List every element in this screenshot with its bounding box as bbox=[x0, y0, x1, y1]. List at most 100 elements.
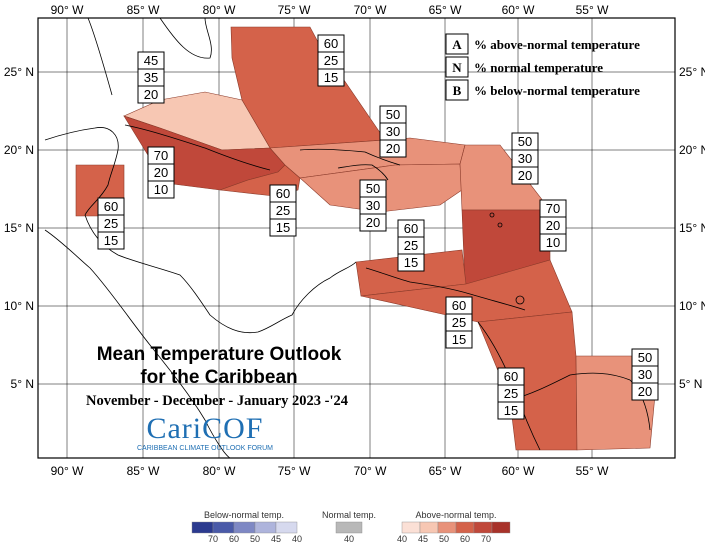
lon-label: 90° W bbox=[51, 3, 84, 17]
prob-cell bbox=[445, 330, 473, 349]
prob-value: 30 bbox=[638, 367, 652, 382]
colorbar-swatch bbox=[419, 521, 439, 534]
colorbar-swatch bbox=[233, 521, 256, 534]
logo-tagline: CARIBBEAN CLIMATE OUTLOOK FORUM bbox=[137, 445, 273, 452]
lon-label: 75° W bbox=[278, 464, 311, 478]
probability-box-yucatan-belize: 60 25 15 bbox=[97, 197, 125, 250]
prob-value: 25 bbox=[504, 386, 518, 401]
colorbar-tick: 45 bbox=[418, 534, 428, 542]
prob-value: 25 bbox=[276, 203, 290, 218]
prob-value: 70 bbox=[154, 148, 168, 163]
prob-value: 25 bbox=[324, 53, 338, 68]
colorbar-below: Below-normal temp. 70 60 50 45 40 bbox=[191, 510, 302, 542]
probability-box-hispaniola-north: 50 30 20 bbox=[379, 105, 407, 158]
lon-label: 60° W bbox=[502, 464, 535, 478]
colorbar-swatch bbox=[455, 521, 475, 534]
prob-value: 30 bbox=[386, 124, 400, 139]
title-line1: Mean Temperature Outlook bbox=[97, 344, 342, 365]
prob-value: 20 bbox=[366, 215, 380, 230]
prob-value: 60 bbox=[104, 199, 118, 214]
colorbar-swatch bbox=[401, 521, 421, 534]
prob-value: 10 bbox=[154, 182, 168, 197]
colorbar-title: Below-normal temp. bbox=[204, 510, 284, 520]
prob-value: 25 bbox=[104, 216, 118, 231]
probability-boxes: 60 25 15 45 35 20 70 20 10 60 25 15 60 25 15 50 30 20 50 30… bbox=[97, 34, 659, 420]
key-letter-box bbox=[445, 56, 469, 78]
probability-box-trinidad-venezuela: 60 25 15 bbox=[445, 296, 473, 349]
prob-value: 60 bbox=[404, 221, 418, 236]
lon-label: 70° W bbox=[354, 3, 387, 17]
prob-cell bbox=[379, 139, 407, 158]
probability-box-hispaniola-south: 50 30 20 bbox=[359, 179, 387, 232]
lat-label: 25° N bbox=[4, 65, 34, 79]
prob-cell bbox=[137, 85, 165, 104]
colorbar-title: Normal temp. bbox=[322, 510, 376, 520]
prob-value: 20 bbox=[546, 218, 560, 233]
probability-box-cuba-jamaica: 70 20 10 bbox=[147, 146, 175, 199]
probability-box-guyana: 60 25 15 bbox=[497, 367, 525, 420]
key-letter-box bbox=[445, 33, 469, 55]
colorbar-above: Above-normal temp. 40 45 50 60 70 bbox=[397, 510, 511, 542]
colorbar-tick: 60 bbox=[229, 534, 239, 542]
prob-cell bbox=[359, 213, 387, 232]
prob-cell bbox=[397, 253, 425, 272]
prob-cell bbox=[317, 68, 345, 87]
lat-label: 20° N bbox=[679, 143, 705, 157]
lon-label: 85° W bbox=[127, 3, 160, 17]
prob-cell bbox=[497, 401, 525, 420]
lon-label: 80° W bbox=[203, 464, 236, 478]
colorbar-tick: 70 bbox=[481, 534, 491, 542]
prob-value: 25 bbox=[452, 315, 466, 330]
colorbar-normal: Normal temp. 40 bbox=[322, 510, 376, 542]
lat-labels-left: 25° N 20° N 15° N 10° N 5° N bbox=[4, 65, 34, 391]
probability-box-cuba-west: 45 35 20 bbox=[137, 51, 165, 104]
lat-labels-right: 25° N 20° N 15° N 10° N 5° N bbox=[679, 65, 705, 391]
lon-label: 65° W bbox=[429, 464, 462, 478]
caricof-logo: CariCOF CARIBBEAN CLIMATE OUTLOOK FORUM bbox=[137, 412, 273, 452]
prob-cell bbox=[511, 166, 539, 185]
colorbar-tick: 45 bbox=[271, 534, 281, 542]
prob-cell bbox=[631, 382, 659, 401]
prob-value: 60 bbox=[452, 298, 466, 313]
prob-value: 50 bbox=[518, 134, 532, 149]
lat-label: 5° N bbox=[679, 377, 702, 391]
probability-box-leeward-islands: 50 30 20 bbox=[511, 132, 539, 185]
prob-cell bbox=[147, 180, 175, 199]
prob-value: 20 bbox=[144, 87, 158, 102]
lat-label: 10° N bbox=[679, 299, 705, 313]
key-description: % above-normal temperature bbox=[474, 37, 640, 52]
colorbar-swatch bbox=[437, 521, 457, 534]
lat-label: 5° N bbox=[11, 377, 34, 391]
lon-label: 90° W bbox=[51, 464, 84, 478]
key-letter: A bbox=[452, 37, 462, 52]
prob-value: 15 bbox=[404, 255, 418, 270]
colorbar-tick: 70 bbox=[208, 534, 218, 542]
prob-value: 20 bbox=[518, 168, 532, 183]
prob-value: 30 bbox=[518, 151, 532, 166]
colorbar-tick: 50 bbox=[250, 534, 260, 542]
key-letter-box bbox=[445, 79, 469, 101]
prob-value: 45 bbox=[144, 53, 158, 68]
lat-label: 15° N bbox=[4, 221, 34, 235]
lat-label: 10° N bbox=[4, 299, 34, 313]
prob-value: 10 bbox=[546, 235, 560, 250]
probability-box-suriname-guiana: 50 30 20 bbox=[631, 348, 659, 401]
colorbar-tick: 40 bbox=[292, 534, 302, 542]
prob-value: 15 bbox=[276, 220, 290, 235]
lon-label: 75° W bbox=[278, 3, 311, 17]
key-description: % below-normal temperature bbox=[474, 83, 640, 98]
lon-label: 70° W bbox=[354, 464, 387, 478]
colorbar-swatch bbox=[275, 521, 298, 534]
prob-value: 30 bbox=[366, 198, 380, 213]
colorbar-swatch bbox=[491, 521, 511, 534]
key-letter: B bbox=[453, 83, 462, 98]
colorbar-tick: 50 bbox=[439, 534, 449, 542]
prob-value: 20 bbox=[638, 384, 652, 399]
key-letter: N bbox=[452, 60, 462, 75]
prob-value: 60 bbox=[276, 186, 290, 201]
prob-value: 25 bbox=[404, 238, 418, 253]
colorbar-tick: 60 bbox=[460, 534, 470, 542]
colorbar-tick: 40 bbox=[344, 534, 354, 542]
prob-value: 35 bbox=[144, 70, 158, 85]
